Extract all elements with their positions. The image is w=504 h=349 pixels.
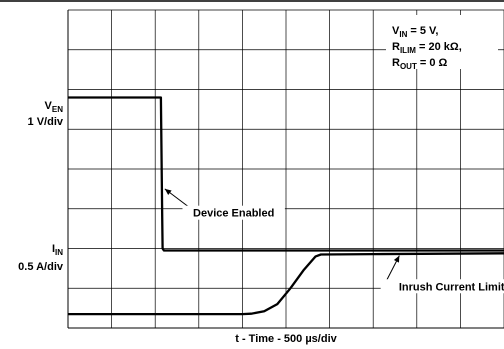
annotation-arrowhead-device-enabled (164, 188, 172, 195)
annotation-device-enabled: Device Enabled (193, 208, 274, 220)
channel-iin-scale: 0.5 A/div (18, 261, 64, 273)
condition-rilim: RILIM = 20 kΩ, (392, 41, 462, 55)
channel-iin-label: IIN (52, 243, 63, 257)
traces (68, 96, 504, 316)
channel-ven-scale: 1 V/div (28, 116, 64, 128)
annotation-mask-device-enabled (182, 205, 285, 220)
condition-rout: ROUT = 0 Ω (392, 57, 448, 71)
annotation-arrowhead-inrush-current-limit (393, 255, 400, 263)
x-axis-label: t - Time - 500 µs/div (235, 333, 337, 345)
channel-ven-label: VEN (45, 100, 64, 114)
condition-vin: VIN = 5 V, (392, 25, 438, 39)
annotation-inrush-current-limit: Inrush Current Limit (399, 281, 504, 293)
conditions-mask (386, 15, 498, 69)
trace-iin (68, 252, 504, 316)
trace-ven (68, 96, 504, 252)
annotation-mask-inrush-current-limit (380, 279, 504, 294)
annotations: Device Enabled Inrush Current Limit (164, 188, 504, 294)
